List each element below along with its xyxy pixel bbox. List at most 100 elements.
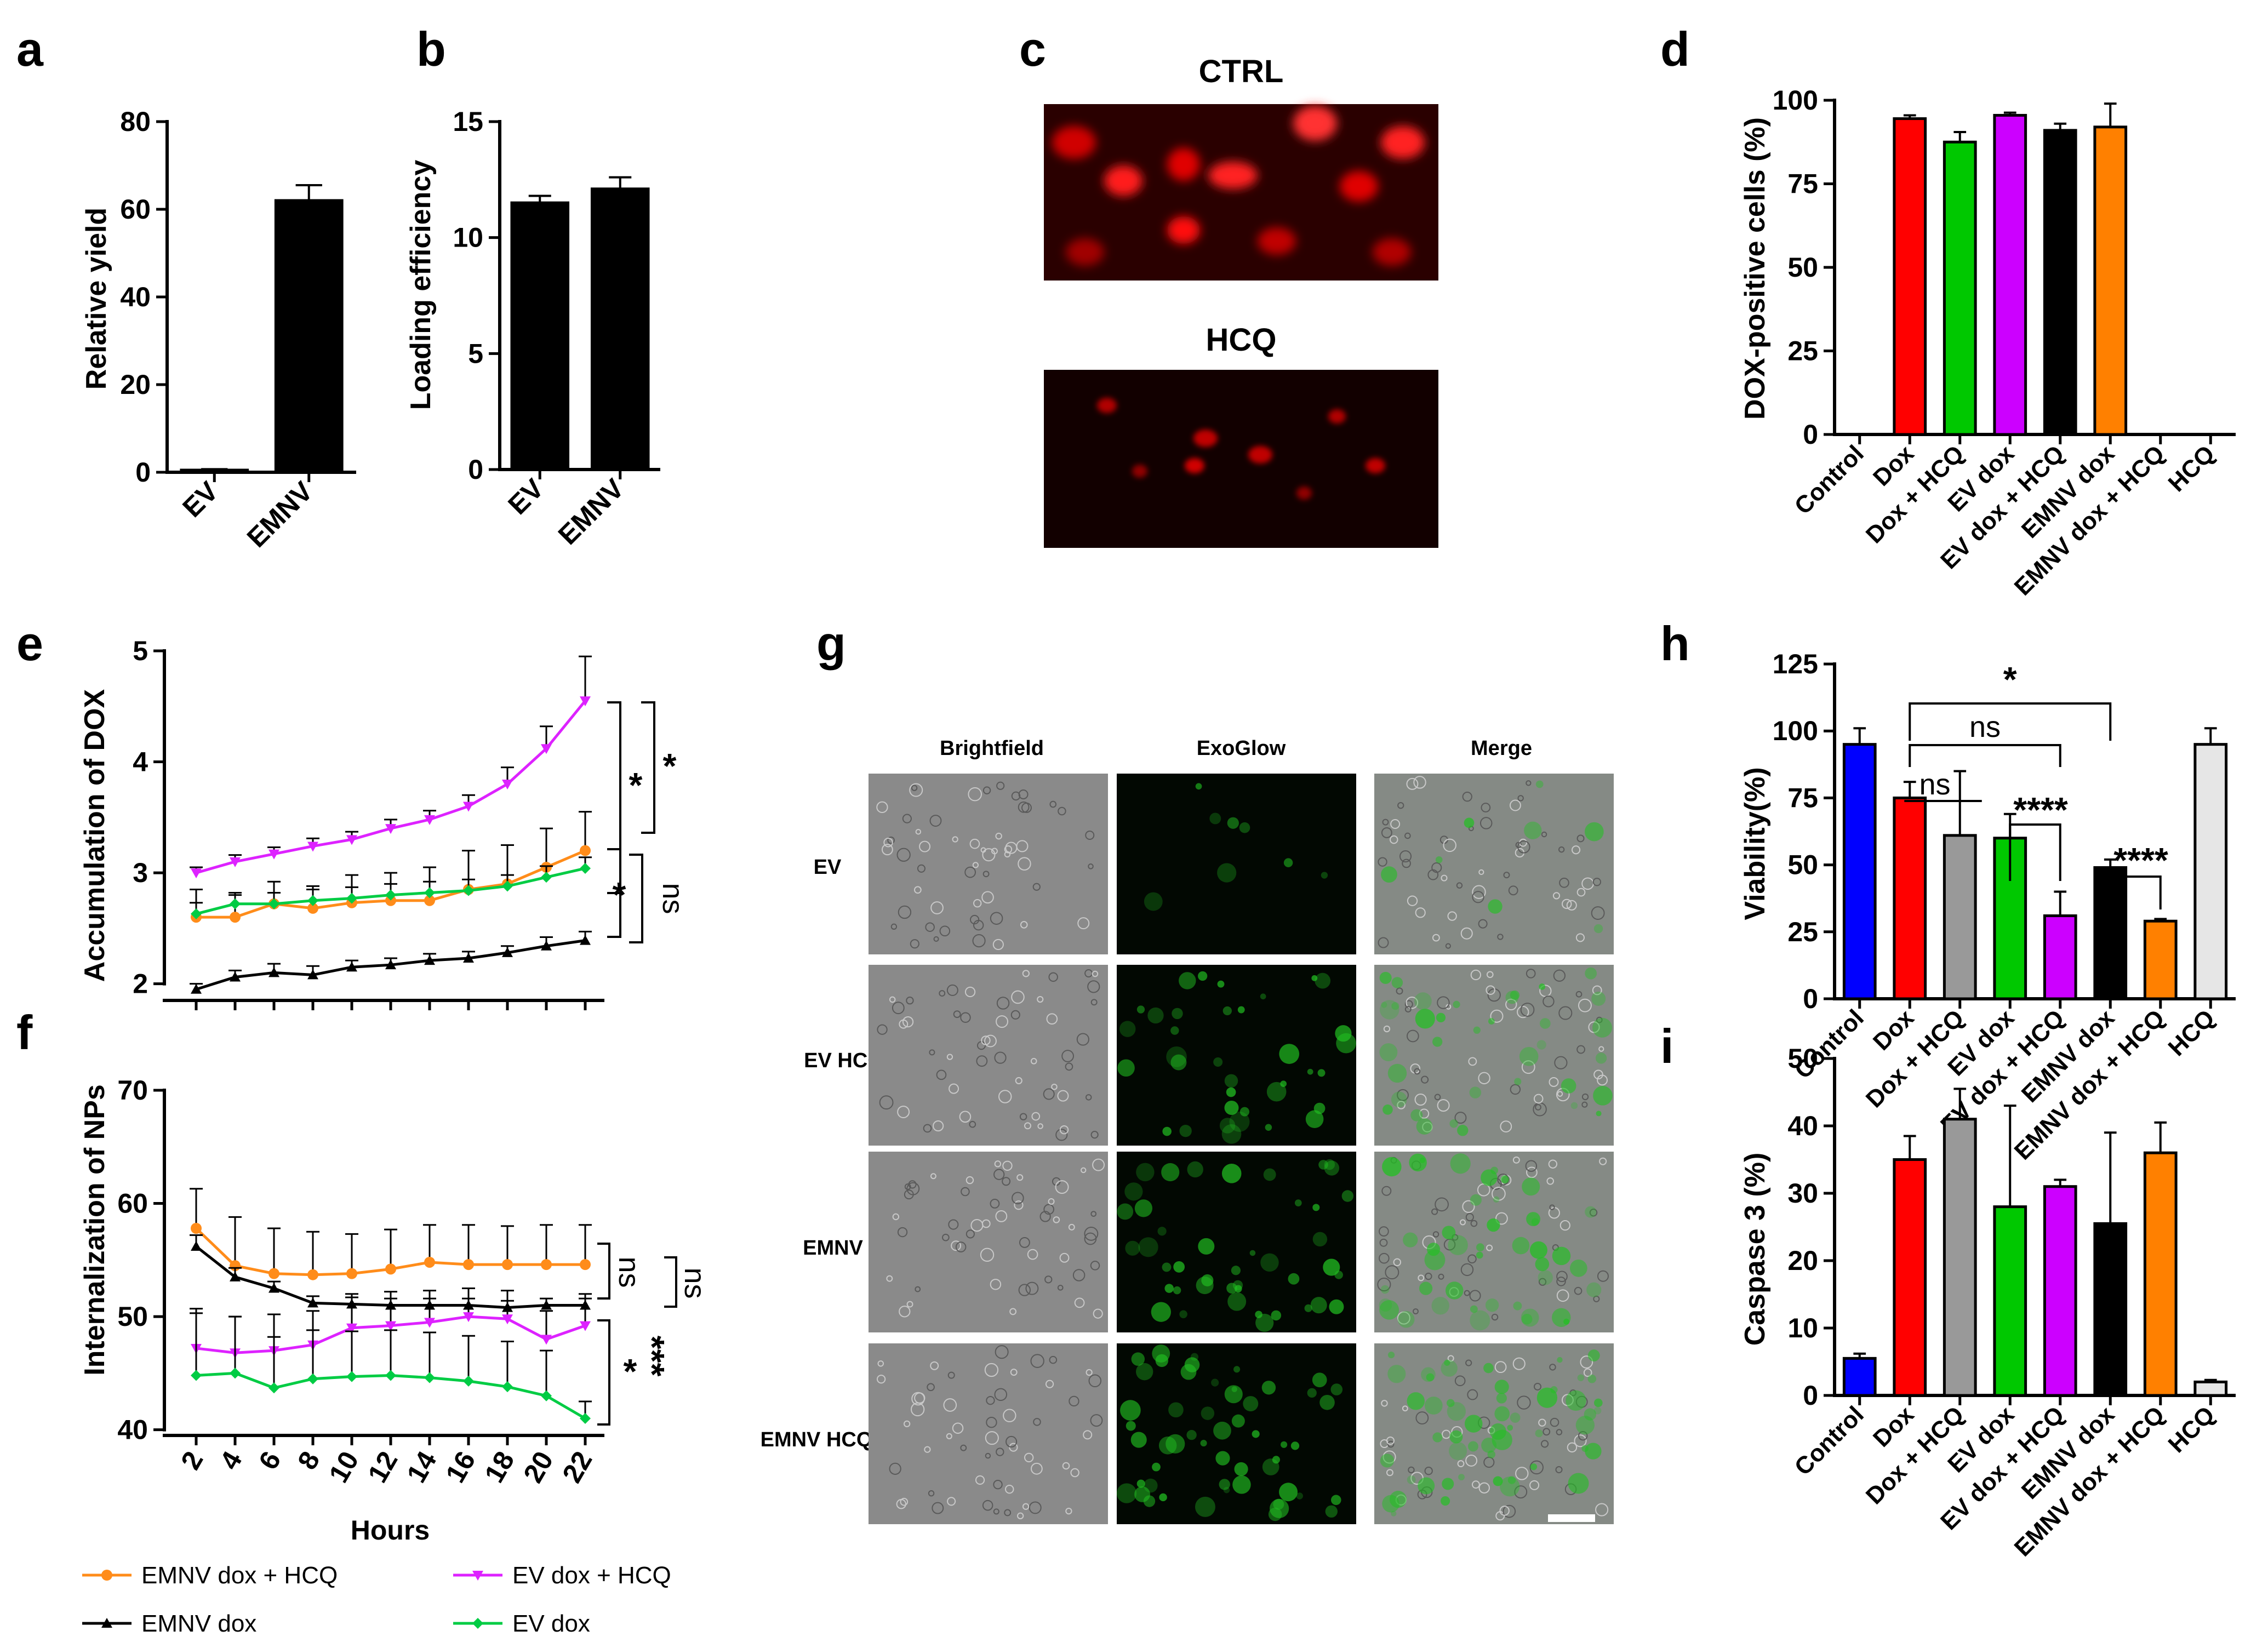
exoglow-signal (1513, 1301, 1522, 1311)
chart-e-bracket (629, 854, 643, 943)
exoglow-signal (1535, 1429, 1543, 1438)
cell-texture (1381, 1400, 1388, 1407)
brightfield-image (869, 1343, 1108, 1524)
cell-texture (892, 1002, 905, 1015)
exoglow-signal (1585, 967, 1597, 980)
chart-f-point (502, 1259, 513, 1271)
cell-texture (1413, 1308, 1419, 1314)
exoglow-signal (1521, 1308, 1539, 1327)
exoglow-signal (1577, 1374, 1585, 1381)
exoglow-signal (1255, 1311, 1262, 1318)
cell-texture (1497, 934, 1504, 940)
cell-texture (1087, 980, 1100, 993)
exoglow-signal (1304, 1304, 1312, 1312)
legend-marker (472, 1618, 483, 1629)
exoglow-signal (1552, 1246, 1571, 1266)
cell-texture (936, 1069, 947, 1080)
chart-e-ytick-label: 4 (133, 747, 148, 777)
exoglow-signal (1397, 1311, 1415, 1328)
exoglow-signal (1312, 1372, 1327, 1388)
cell-texture (1022, 970, 1030, 977)
exoglow-signal (1586, 1282, 1602, 1297)
chart-e-point (191, 983, 202, 994)
cell-texture (996, 781, 1005, 790)
cell-texture (896, 1499, 906, 1509)
cell-texture (900, 1497, 909, 1506)
cell-texture (1387, 1440, 1395, 1448)
column-label-merge: Merge (1471, 737, 1532, 760)
cell-texture (1597, 1074, 1608, 1086)
cell-texture (1543, 995, 1555, 1008)
cell-texture (1526, 1166, 1538, 1178)
brightfield-image (869, 774, 1108, 954)
chart-f-point (580, 1413, 591, 1424)
chart-e-point (424, 887, 435, 899)
chart-f-point (541, 1259, 552, 1271)
cell-texture (990, 1279, 1002, 1290)
exoglow-signal (1221, 1164, 1242, 1183)
chart-f-xtick-label: 4 (214, 1446, 248, 1474)
cell-texture (1434, 1094, 1441, 1101)
cell-texture (1010, 1010, 1020, 1020)
cell-texture (1062, 1462, 1070, 1470)
cell-texture (1379, 1238, 1388, 1247)
cell-texture (1478, 1072, 1490, 1085)
chart-h-sig-label: * (2003, 660, 2017, 699)
cell-texture (972, 934, 986, 948)
exoglow-signal (1570, 1102, 1578, 1109)
cell-texture (1002, 1177, 1011, 1186)
legend-label-emnv-dox: EMNV dox (141, 1610, 256, 1637)
exoglow-signal (1442, 1226, 1456, 1240)
chart-e-point (463, 953, 474, 963)
exoglow-signal (1341, 1190, 1354, 1202)
cell-texture (1093, 1308, 1103, 1319)
chart-f-point (268, 1268, 279, 1279)
cell-texture (1381, 827, 1392, 838)
exoglow-signal (1223, 1486, 1230, 1494)
cell-texture (1418, 1274, 1425, 1281)
exoglow-signal (1569, 1259, 1587, 1277)
exoglow-signal (1489, 1423, 1506, 1440)
exoglow-signal (1581, 1445, 1589, 1452)
exoglow-signal (1432, 1432, 1443, 1443)
cell-texture (1090, 1211, 1097, 1217)
cell-texture (1578, 998, 1592, 1012)
cell-texture (1012, 1192, 1024, 1205)
panel-letter-a: a (16, 22, 44, 76)
exoglow-signal (1180, 1364, 1197, 1380)
exoglow-signal (1531, 1218, 1539, 1226)
cell-texture (1046, 1013, 1058, 1025)
cell-texture (883, 837, 893, 848)
cell-texture (1031, 1462, 1043, 1475)
cell-texture (1595, 1503, 1609, 1517)
chart-e-point (424, 815, 435, 825)
exoglow-signal (1266, 1082, 1287, 1102)
chart-f-xtick-label: 12 (362, 1446, 403, 1488)
exoglow-signal (1442, 1478, 1454, 1490)
chart-d-ylabel: DOX-positive cells (%) (1739, 117, 1771, 420)
chart-e-point (424, 895, 435, 906)
exoglow-signal (1382, 1105, 1393, 1115)
exoglow-signal (1307, 1068, 1313, 1075)
chart-e-sig-label: * (663, 746, 677, 786)
chart-e-point (268, 967, 279, 977)
exoglow-signal (1591, 991, 1606, 1006)
exoglow-signal (1270, 1498, 1289, 1519)
cell-texture (972, 862, 979, 868)
exoglow-signal (1587, 1349, 1600, 1361)
chart-e-point (541, 940, 552, 951)
cell-texture (1027, 1249, 1038, 1260)
cell-texture (1517, 1395, 1531, 1410)
chart-i-ytick-label: 20 (1787, 1245, 1818, 1276)
exoglow-signal (1487, 1218, 1500, 1232)
cell-texture (1032, 883, 1041, 891)
exoglow-signal (1336, 1033, 1356, 1054)
cell-texture (961, 1187, 970, 1197)
chart-f-point (424, 1318, 435, 1328)
cell-texture (930, 1361, 939, 1370)
cell-texture (952, 1422, 964, 1434)
cell-texture (1018, 857, 1031, 871)
cell-texture (1055, 1180, 1069, 1194)
exoglow-signal (1211, 1378, 1219, 1387)
exoglow-signal (1407, 1475, 1416, 1484)
